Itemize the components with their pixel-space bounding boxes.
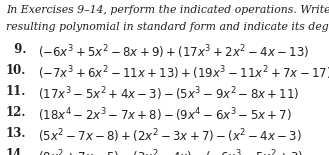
Text: 13.: 13.	[6, 127, 26, 140]
Text: $(-6x^3 + 5x^2 - 8x + 9) + (17x^3 + 2x^2 - 4x - 13)$: $(-6x^3 + 5x^2 - 8x + 9) + (17x^3 + 2x^2…	[38, 43, 309, 61]
Text: 9.: 9.	[6, 43, 26, 56]
Text: In Exercises 9–14, perform the indicated operations. Write the: In Exercises 9–14, perform the indicated…	[6, 5, 329, 15]
Text: resulting polynomial in standard form and indicate its degree.: resulting polynomial in standard form an…	[6, 22, 329, 33]
Text: $(5x^2 - 7x - 8) + (2x^2 - 3x + 7) - (x^2 - 4x - 3)$: $(5x^2 - 7x - 8) + (2x^2 - 3x + 7) - (x^…	[38, 127, 302, 145]
Text: $(17x^3 - 5x^2 + 4x - 3) - (5x^3 - 9x^2 - 8x + 11)$: $(17x^3 - 5x^2 + 4x - 3) - (5x^3 - 9x^2 …	[38, 85, 299, 103]
Text: 14.: 14.	[6, 148, 26, 155]
Text: $(-7x^3 + 6x^2 - 11x + 13) + (19x^3 - 11x^2 + 7x - 17)$: $(-7x^3 + 6x^2 - 11x + 13) + (19x^3 - 11…	[38, 64, 329, 82]
Text: 11.: 11.	[6, 85, 26, 98]
Text: 12.: 12.	[6, 106, 26, 119]
Text: 10.: 10.	[6, 64, 26, 77]
Text: $(8x^2 + 7x - 5) - (3x^2 - 4x) - (-6x^3 - 5x^2 + 3)$: $(8x^2 + 7x - 5) - (3x^2 - 4x) - (-6x^3 …	[38, 148, 303, 155]
Text: $(18x^4 - 2x^3 - 7x + 8) - (9x^4 - 6x^3 - 5x + 7)$: $(18x^4 - 2x^3 - 7x + 8) - (9x^4 - 6x^3 …	[38, 106, 292, 124]
